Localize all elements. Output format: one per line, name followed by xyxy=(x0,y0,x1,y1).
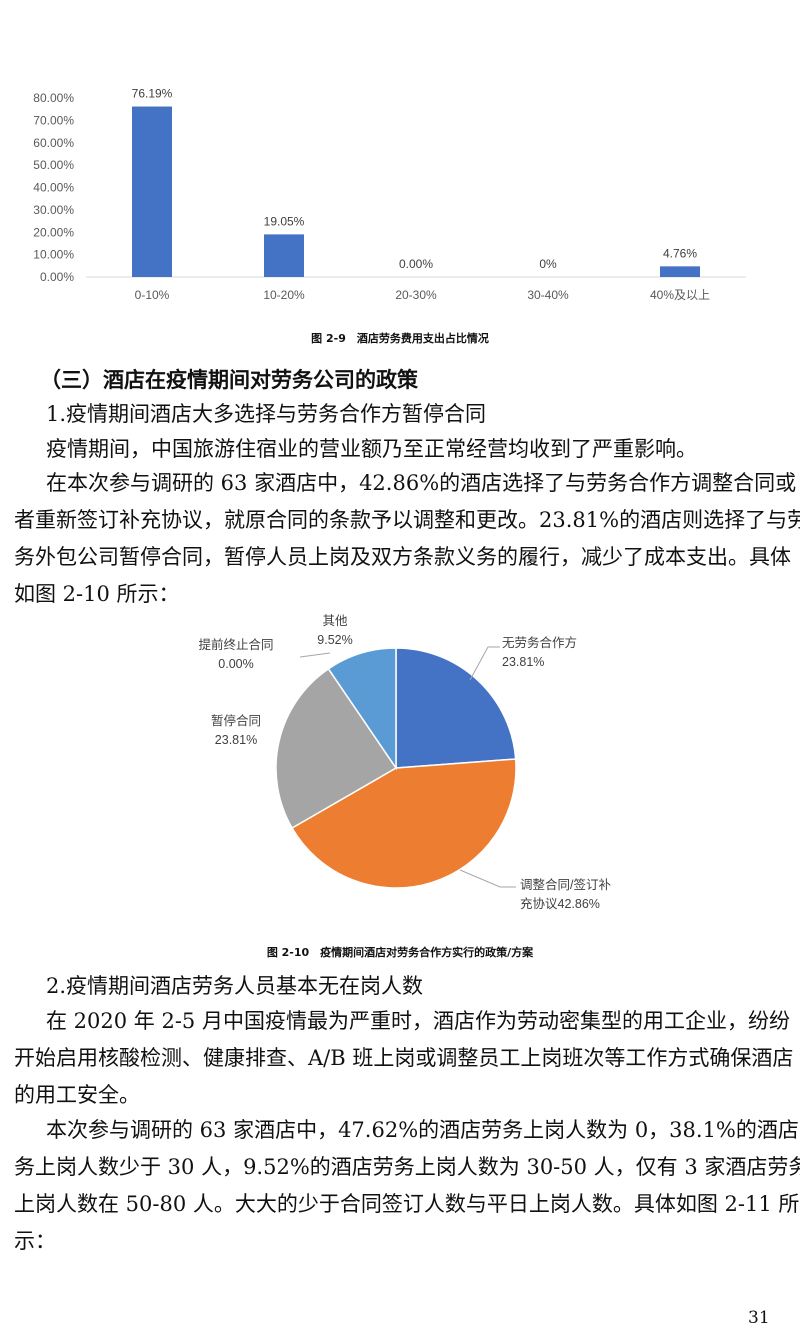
leader-line xyxy=(299,652,331,658)
paragraph-line: 在本次参与调研的 63 家酒店中，42.86%的酒店选择了与劳务合作方调整合同或 xyxy=(46,471,797,495)
x-tick-label: 20-30% xyxy=(395,288,437,302)
bar xyxy=(660,266,700,277)
paragraph-line: 开始启用核酸检测、健康排查、A/B 班上岗或调整员工上岗班次等工作方式确保酒店 xyxy=(14,1046,794,1070)
slice-label: 23.81% xyxy=(502,655,544,669)
paragraph-line: 如图 2-10 所示： xyxy=(14,582,180,606)
bar xyxy=(264,234,304,277)
slice-label: 23.81% xyxy=(215,733,257,747)
leader-line xyxy=(469,646,500,681)
paragraph-line: 的用工安全。 xyxy=(14,1083,140,1107)
y-tick-label: 60.00% xyxy=(33,136,74,150)
y-tick-label: 0.00% xyxy=(40,270,74,284)
figure-caption: 图 2-10 疫情期间酒店对劳务合作方实行的政策/方案 xyxy=(266,946,534,959)
y-tick-label: 40.00% xyxy=(33,181,74,195)
bar xyxy=(132,106,172,277)
y-tick-label: 80.00% xyxy=(33,91,74,105)
data-label: 19.05% xyxy=(264,214,305,228)
pie-slice xyxy=(327,647,397,771)
section-heading: （三）酒店在疫情期间对劳务公司的政策 xyxy=(40,368,418,392)
slice-label: 其他 xyxy=(322,614,348,628)
slice-label: 调整合同/签订补 xyxy=(520,877,611,892)
x-tick-label: 10-20% xyxy=(263,288,305,302)
slice-label: 充协议42.86% xyxy=(520,896,600,911)
data-label: 76.19% xyxy=(132,87,173,101)
figure-caption: 图 2-9 酒店劳务费用支出占比情况 xyxy=(311,332,489,345)
pie-slice xyxy=(395,647,517,769)
paragraph-line: 本次参与调研的 63 家酒店中，47.62%的酒店劳务上岗人数为 0，38.1%… xyxy=(46,1118,800,1142)
paragraph-line: 务外包公司暂停合同，暂停人员上岗及双方条款义务的履行，减少了成本支出。具体 xyxy=(14,545,791,569)
y-tick-label: 50.00% xyxy=(33,158,74,172)
x-tick-label: 30-40% xyxy=(527,288,569,302)
y-tick-label: 20.00% xyxy=(33,225,74,239)
data-label: 0.00% xyxy=(399,257,433,271)
x-tick-label: 40%及以上 xyxy=(650,288,710,302)
pie-slice xyxy=(291,758,517,889)
leader-line xyxy=(459,869,516,888)
paragraph-line: 疫情期间，中国旅游住宿业的营业额乃至正常经营均收到了严重影响。 xyxy=(46,437,697,461)
slice-label: 9.52% xyxy=(317,633,352,647)
slice-label: 暂停合同 xyxy=(211,713,261,728)
page-number: 31 xyxy=(748,1308,770,1328)
y-tick-label: 30.00% xyxy=(33,203,74,217)
data-label: 0% xyxy=(539,257,557,271)
x-tick-label: 0-10% xyxy=(135,288,170,302)
paragraph-line: 示： xyxy=(14,1229,56,1253)
y-tick-label: 70.00% xyxy=(33,113,74,127)
slice-label: 提前终止合同 xyxy=(198,637,273,652)
slice-label: 无劳务合作方 xyxy=(502,635,577,650)
bar-chart-fig-2-9: 0.00% 10.00% 20.00% 30.00% 40.00% 50.00% 60.00… xyxy=(33,87,746,302)
paragraph-line: 上岗人数在 50-80 人。大大的少于合同签订人数与平日上岗人数。具体如图 2-… xyxy=(14,1192,800,1216)
data-label: 4.76% xyxy=(663,246,697,260)
subheading: 1.疫情期间酒店大多选择与劳务合作方暂停合同 xyxy=(46,402,487,426)
subheading: 2.疫情期间酒店劳务人员基本无在岗人数 xyxy=(46,974,424,998)
y-tick-label: 10.00% xyxy=(33,248,74,262)
paragraph-line: 者重新签订补充协议，就原合同的条款予以调整和更改。23.81%的酒店则选择了与劳 xyxy=(14,508,800,532)
paragraph-line: 务上岗人数少于 30 人，9.52%的酒店劳务上岗人数为 30-50 人，仅有 … xyxy=(14,1155,800,1179)
slice-label: 0.00% xyxy=(218,657,253,671)
paragraph-line: 在 2020 年 2-5 月中国疫情最为严重时，酒店作为劳动密集型的用工企业，纷… xyxy=(46,1009,790,1033)
pie-slice xyxy=(275,667,398,830)
